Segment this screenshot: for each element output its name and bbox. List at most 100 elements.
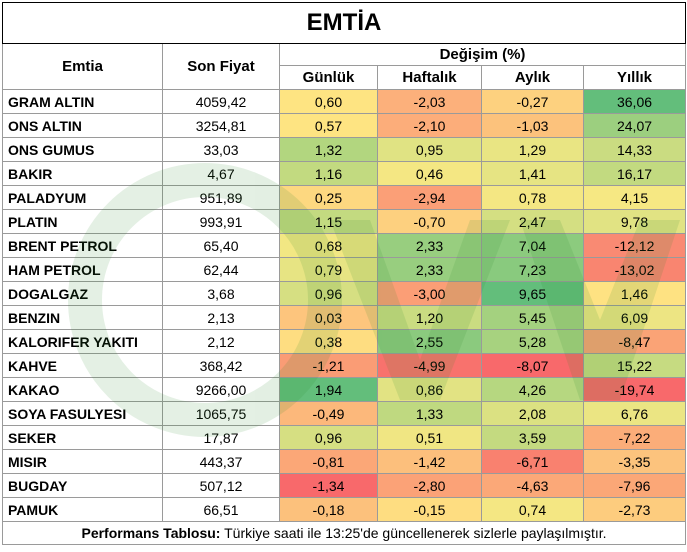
commodity-name: GRAM ALTIN xyxy=(2,89,163,114)
header-yearly: Yıllık xyxy=(582,65,687,90)
weekly-change: -1,42 xyxy=(377,449,482,474)
weekly-change: -2,10 xyxy=(377,113,482,138)
commodity-name: MISIR xyxy=(2,449,163,474)
last-price: 443,37 xyxy=(162,449,280,474)
table-title: EMTİA xyxy=(1,2,687,44)
monthly-change: -1,03 xyxy=(481,113,584,138)
last-price: 9266,00 xyxy=(162,377,280,402)
daily-change: 0,96 xyxy=(279,425,378,450)
yearly-change: -2,73 xyxy=(582,497,687,522)
monthly-change: -8,07 xyxy=(481,353,584,378)
table-row: SEKER 17,87 0,96 0,51 3,59 -7,22 xyxy=(2,425,687,450)
header-daily: Günlük xyxy=(279,65,378,90)
last-price: 62,44 xyxy=(162,257,280,282)
yearly-change: 15,22 xyxy=(582,353,687,378)
table-row: ONS ALTIN 3254,81 0,57 -2,10 -1,03 24,07 xyxy=(2,113,687,138)
weekly-change: 0,46 xyxy=(377,161,482,186)
last-price: 1065,75 xyxy=(162,401,280,426)
daily-change: 0,03 xyxy=(279,305,378,330)
commodity-name: SEKER xyxy=(2,425,163,450)
weekly-change: 2,33 xyxy=(377,257,482,282)
last-price: 4059,42 xyxy=(162,89,280,114)
commodity-name: PAMUK xyxy=(2,497,163,522)
last-price: 3254,81 xyxy=(162,113,280,138)
daily-change: -1,34 xyxy=(279,473,378,498)
daily-change: -0,49 xyxy=(279,401,378,426)
monthly-change: 0,74 xyxy=(481,497,584,522)
monthly-change: -6,71 xyxy=(481,449,584,474)
daily-change: 1,32 xyxy=(279,137,378,162)
commodity-name: BENZIN xyxy=(2,305,163,330)
table-row: BENZIN 2,13 0,03 1,20 5,45 6,09 xyxy=(2,305,687,330)
header-weekly: Haftalık xyxy=(377,65,482,90)
weekly-change: 0,51 xyxy=(377,425,482,450)
yearly-change: -7,96 xyxy=(582,473,687,498)
yearly-change: -13,02 xyxy=(582,257,687,282)
monthly-change: 3,59 xyxy=(481,425,584,450)
commodity-name: ONS ALTIN xyxy=(2,113,163,138)
commodity-name: ONS GUMUS xyxy=(2,137,163,162)
yearly-change: 1,46 xyxy=(582,281,687,306)
daily-change: -0,18 xyxy=(279,497,378,522)
last-price: 951,89 xyxy=(162,185,280,210)
footer-label: Performans Tablosu: xyxy=(81,525,221,541)
monthly-change: 1,29 xyxy=(481,137,584,162)
monthly-change: 4,26 xyxy=(481,377,584,402)
yearly-change: -12,12 xyxy=(582,233,687,258)
monthly-change: 0,78 xyxy=(481,185,584,210)
weekly-change: 0,95 xyxy=(377,137,482,162)
yearly-change: -19,74 xyxy=(582,377,687,402)
yearly-change: 6,09 xyxy=(582,305,687,330)
yearly-change: -7,22 xyxy=(582,425,687,450)
daily-change: -0,81 xyxy=(279,449,378,474)
commodity-name: KAKAO xyxy=(2,377,163,402)
weekly-change: 0,86 xyxy=(377,377,482,402)
yearly-change: 4,15 xyxy=(582,185,687,210)
daily-change: 0,96 xyxy=(279,281,378,306)
table-row: HAM PETROL 62,44 0,79 2,33 7,23 -13,02 xyxy=(2,257,687,282)
yearly-change: 24,07 xyxy=(582,113,687,138)
daily-change: 1,15 xyxy=(279,209,378,234)
weekly-change: -2,94 xyxy=(377,185,482,210)
daily-change: 0,57 xyxy=(279,113,378,138)
weekly-change: -2,80 xyxy=(377,473,482,498)
table-row: BUGDAY 507,12 -1,34 -2,80 -4,63 -7,96 xyxy=(2,473,687,498)
yearly-change: 36,06 xyxy=(582,89,687,114)
commodity-name: SOYA FASULYESI xyxy=(2,401,163,426)
weekly-change: 2,33 xyxy=(377,233,482,258)
yearly-change: 14,33 xyxy=(582,137,687,162)
daily-change: 0,79 xyxy=(279,257,378,282)
yearly-change: 16,17 xyxy=(582,161,687,186)
table-row: ONS GUMUS 33,03 1,32 0,95 1,29 14,33 xyxy=(2,137,687,162)
header-price: Son Fiyat xyxy=(162,43,280,90)
weekly-change: -4,99 xyxy=(377,353,482,378)
monthly-change: 5,28 xyxy=(481,329,584,354)
monthly-change: 2,08 xyxy=(481,401,584,426)
last-price: 65,40 xyxy=(162,233,280,258)
commodity-name: PLATIN xyxy=(2,209,163,234)
last-price: 2,12 xyxy=(162,329,280,354)
daily-change: 1,16 xyxy=(279,161,378,186)
table-row: BRENT PETROL 65,40 0,68 2,33 7,04 -12,12 xyxy=(2,233,687,258)
header-monthly: Aylık xyxy=(481,65,584,90)
table-row: DOGALGAZ 3,68 0,96 -3,00 9,65 1,46 xyxy=(2,281,687,306)
last-price: 4,67 xyxy=(162,161,280,186)
monthly-change: 1,41 xyxy=(481,161,584,186)
table-row: SOYA FASULYESI 1065,75 -0,49 1,33 2,08 6,76 xyxy=(2,401,687,426)
table-row: KAKAO 9266,00 1,94 0,86 4,26 -19,74 xyxy=(2,377,687,402)
weekly-change: -2,03 xyxy=(377,89,482,114)
weekly-change: 1,20 xyxy=(377,305,482,330)
table-row: MISIR 443,37 -0,81 -1,42 -6,71 -3,35 xyxy=(2,449,687,474)
table-footer: Performans Tablosu: Türkiye saati ile 13… xyxy=(1,521,687,545)
footer-text: Türkiye saati ile 13:25'de güncellenerek… xyxy=(220,525,607,541)
last-price: 2,13 xyxy=(162,305,280,330)
monthly-change: 7,23 xyxy=(481,257,584,282)
table-row: KAHVE 368,42 -1,21 -4,99 -8,07 15,22 xyxy=(2,353,687,378)
monthly-change: -4,63 xyxy=(481,473,584,498)
last-price: 507,12 xyxy=(162,473,280,498)
daily-change: 1,94 xyxy=(279,377,378,402)
table-row: PALADYUM 951,89 0,25 -2,94 0,78 4,15 xyxy=(2,185,687,210)
weekly-change: 2,55 xyxy=(377,329,482,354)
last-price: 993,91 xyxy=(162,209,280,234)
